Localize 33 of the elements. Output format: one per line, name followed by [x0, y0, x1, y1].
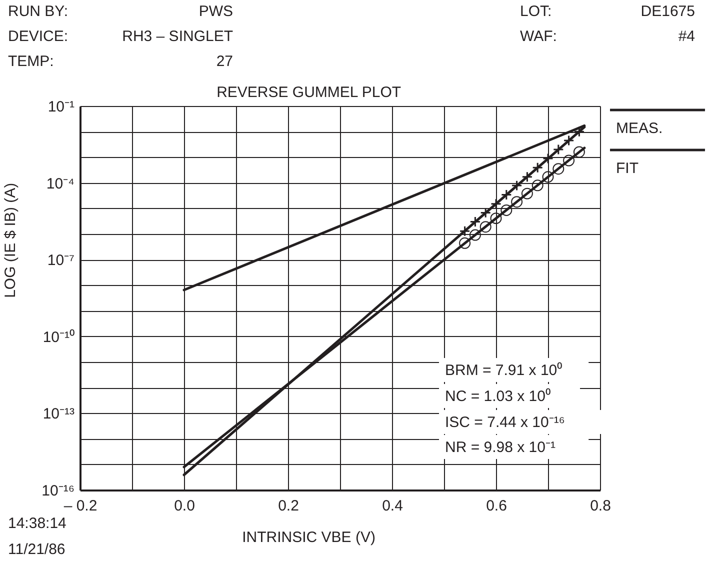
- x-tick-label: 0.0: [174, 498, 195, 514]
- text: #4: [678, 28, 695, 45]
- chart-title: REVERSE GUMMEL PLOT: [216, 84, 402, 101]
- text: DEVICE:: [8, 28, 68, 45]
- x-tick-label: 0.2: [278, 498, 299, 514]
- text: 14:38:14: [8, 515, 66, 532]
- text: TEMP:: [8, 53, 54, 70]
- text: PWS: [198, 3, 233, 20]
- x-tick-label: – 0.2: [64, 498, 98, 514]
- text: RUN BY:: [8, 3, 68, 20]
- text: FIT: [616, 160, 638, 177]
- y-tick-label: 10⁻¹: [48, 98, 74, 116]
- y-tick-label: 10⁻⁴: [46, 175, 74, 192]
- x-tick-label: 0.6: [486, 498, 507, 514]
- y-tick-label: 10⁻⁷: [47, 252, 74, 270]
- x-tick-label: 0.4: [382, 498, 403, 514]
- y-axis-title: LOG (IE $ IB) (A): [2, 182, 19, 298]
- x-axis-title: INTRINSIC VBE (V): [242, 529, 376, 546]
- y-tick-label: 10⁻¹⁰: [42, 328, 74, 346]
- annotation: NR = 9.98 x 10⁻¹: [445, 439, 556, 456]
- y-tick-label: 10⁻¹⁶: [42, 482, 74, 500]
- annotation: NC = 1.03 x 10⁰: [445, 388, 550, 405]
- text: 11/21/86: [8, 541, 66, 558]
- annotation: ISC = 7.44 x 10⁻¹⁶: [445, 414, 565, 431]
- text: LOT:: [520, 3, 552, 20]
- y-tick-label: 10⁻¹³: [42, 406, 74, 423]
- x-tick-label: 0.8: [590, 498, 611, 514]
- text: RH3 – SINGLET: [122, 28, 233, 45]
- text: 27: [216, 53, 233, 70]
- text: DE1675: [640, 3, 695, 20]
- text: WAF:: [520, 28, 557, 45]
- text: MEAS.: [616, 120, 663, 137]
- annotation: BRM = 7.91 x 10⁰: [445, 362, 562, 379]
